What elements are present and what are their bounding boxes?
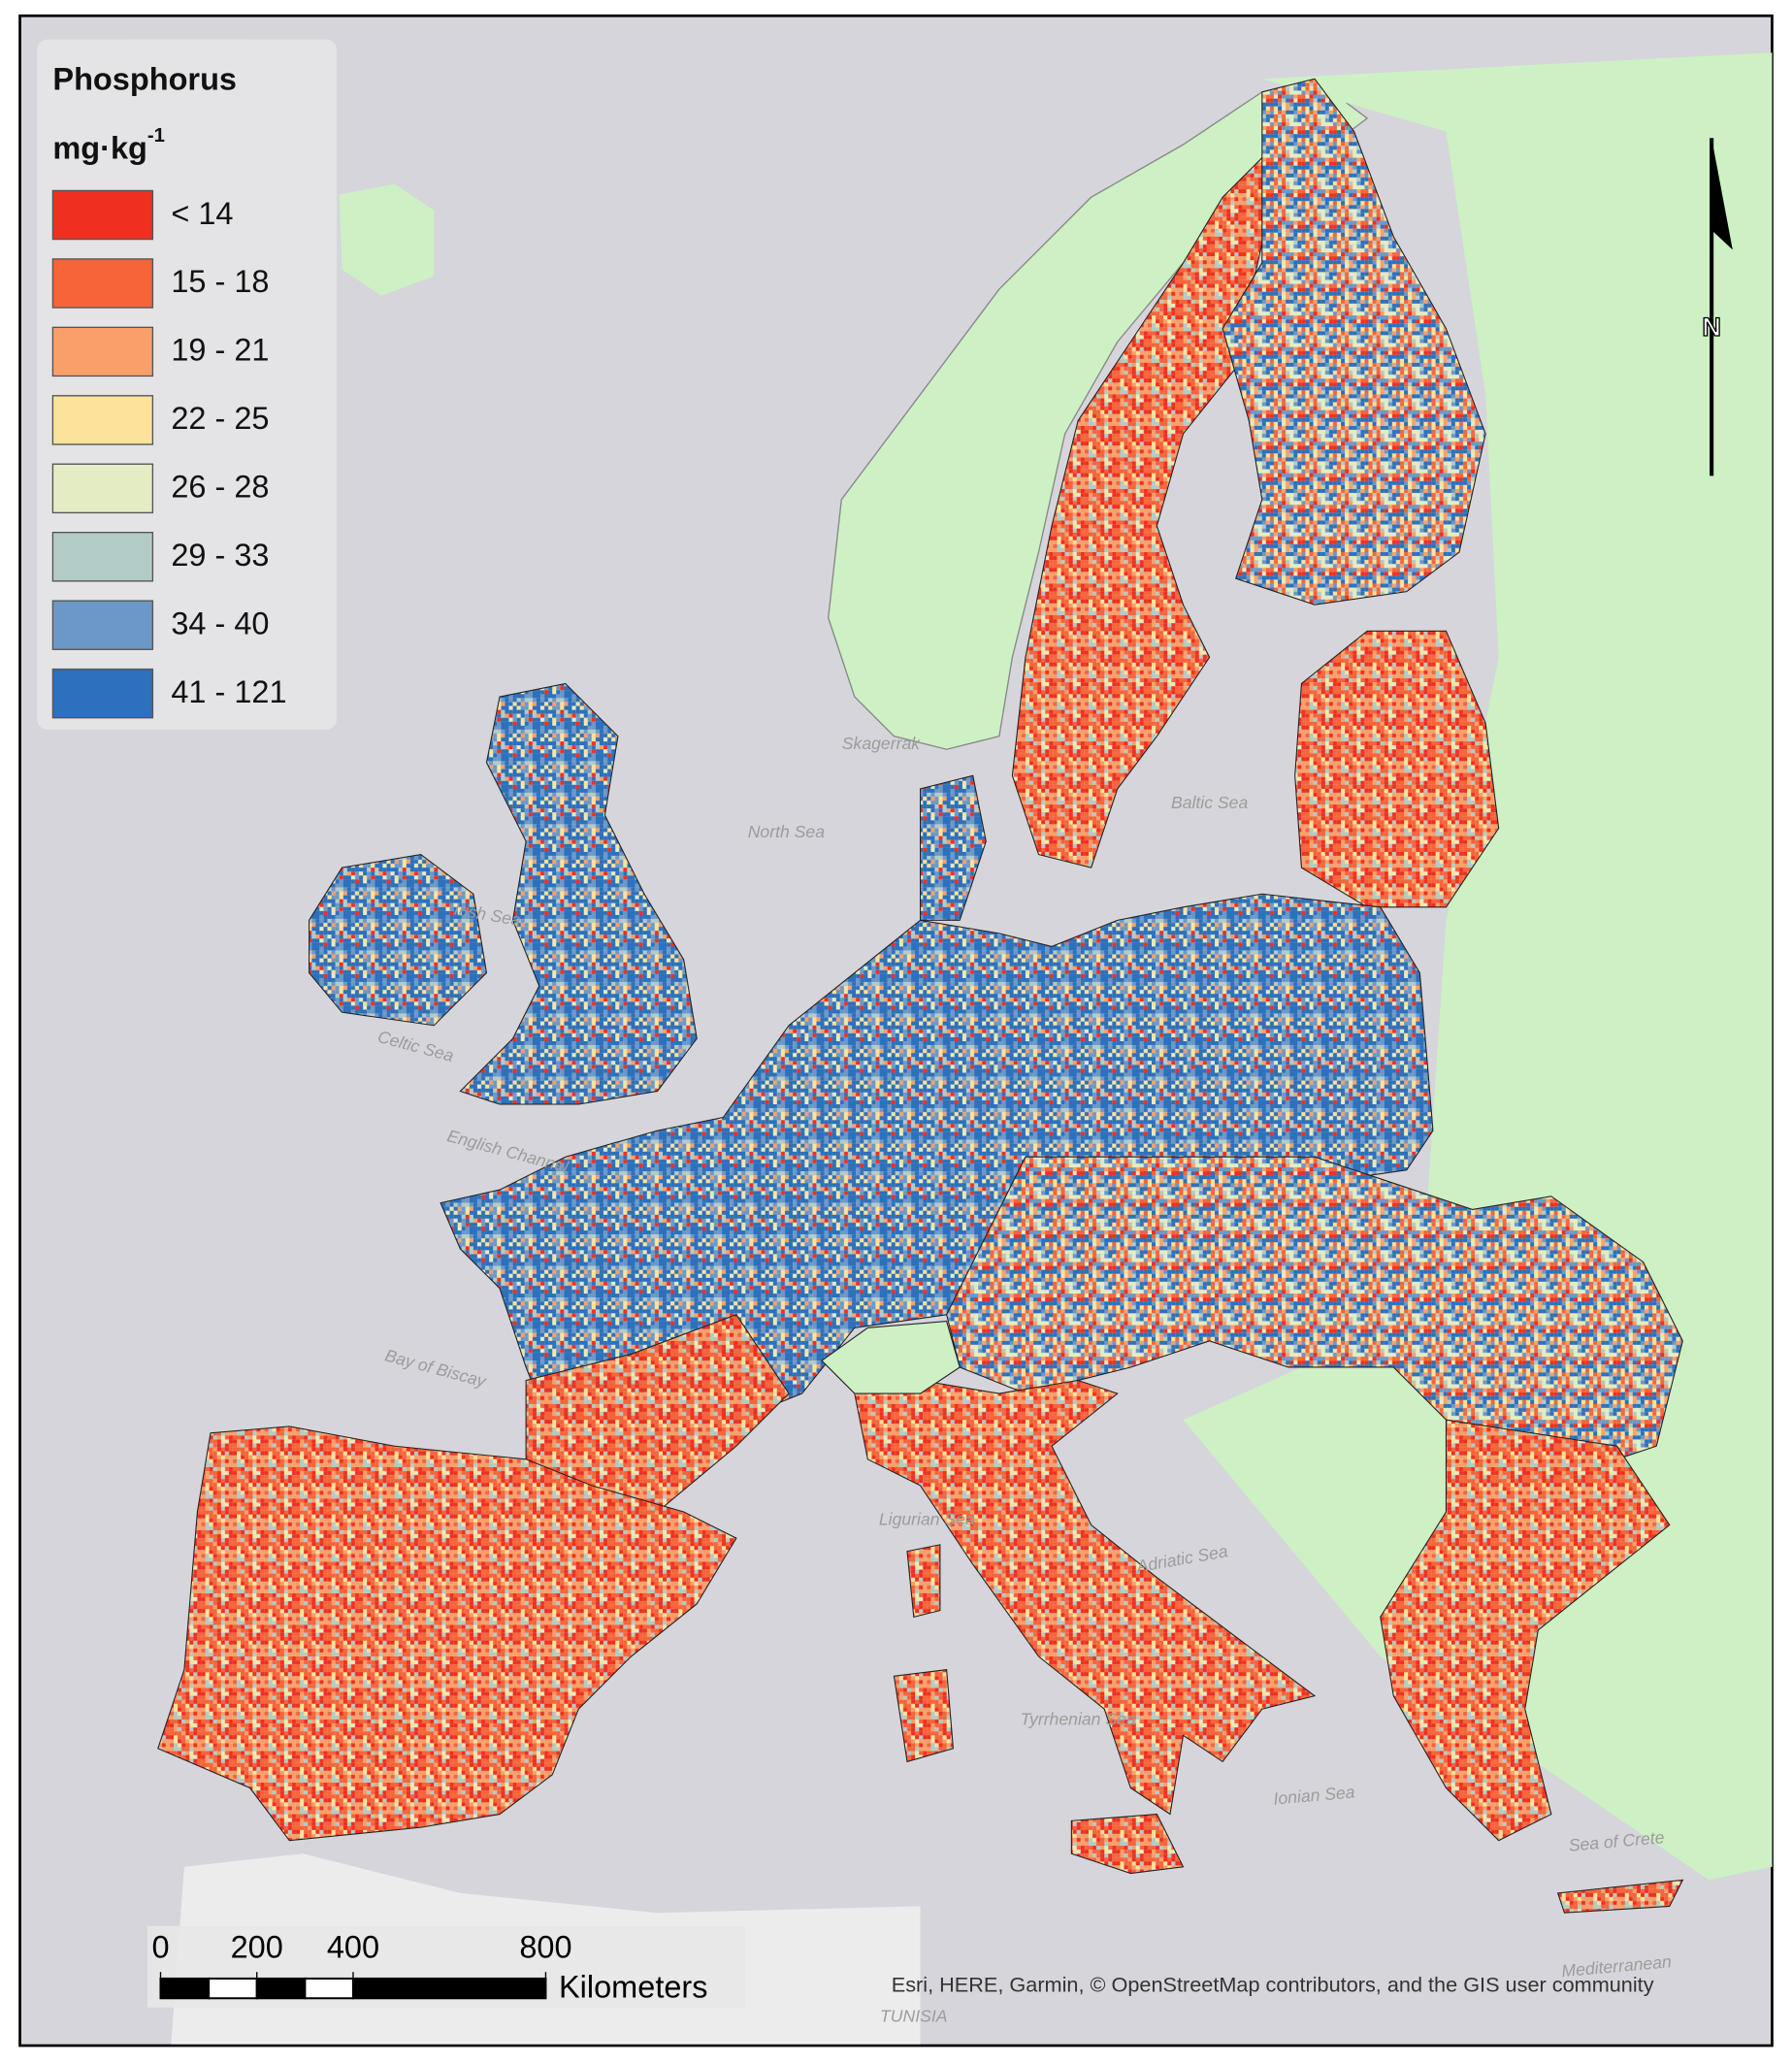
legend-swatch bbox=[51, 668, 154, 719]
finland bbox=[1222, 78, 1486, 606]
legend-label: 26 - 28 bbox=[171, 470, 269, 505]
sea-label: Skagerrak bbox=[842, 734, 921, 753]
baltics bbox=[1294, 630, 1500, 908]
scale-unit: Kilometers bbox=[559, 1969, 708, 2004]
legend-swatch bbox=[51, 326, 154, 377]
legend-label: 41 - 121 bbox=[171, 674, 286, 709]
sicily bbox=[1070, 1814, 1185, 1875]
unit-text: mg·kg bbox=[52, 130, 147, 165]
sea-label: TUNISIA bbox=[880, 2007, 947, 2026]
legend-swatch bbox=[51, 395, 154, 445]
scale-segment bbox=[351, 1977, 547, 2000]
legend-label: 22 - 25 bbox=[171, 401, 269, 436]
switzerland-land bbox=[821, 1320, 961, 1394]
legend-swatch bbox=[51, 532, 154, 582]
ireland bbox=[309, 854, 488, 1027]
sea-label: Baltic Sea bbox=[1171, 793, 1248, 812]
iceland-land bbox=[339, 183, 435, 296]
sea-label: Tyrrhenian Sea bbox=[1021, 1709, 1136, 1728]
denmark bbox=[920, 774, 987, 921]
scale-tick-label: 0 bbox=[151, 1930, 169, 1965]
unit-exponent: -1 bbox=[147, 125, 165, 147]
legend-title: Phosphorus bbox=[52, 62, 237, 97]
scale-segment bbox=[304, 1977, 354, 2000]
corsica bbox=[906, 1544, 941, 1619]
legend-swatch bbox=[51, 600, 154, 650]
italy bbox=[854, 1379, 1317, 1816]
legend-label: 15 - 18 bbox=[171, 264, 269, 299]
scale-segment bbox=[159, 1977, 211, 2000]
attribution-box: Esri, HERE, Garmin, © OpenStreetMap cont… bbox=[891, 1974, 1654, 1997]
legend-swatch bbox=[51, 189, 154, 241]
attribution: Esri, HERE, Garmin, © OpenStreetMap cont… bbox=[891, 1974, 1654, 1997]
greece-bulgaria bbox=[1380, 1419, 1671, 1842]
crete bbox=[1556, 1879, 1684, 1914]
legend-label: < 14 bbox=[171, 196, 233, 231]
iberia bbox=[157, 1425, 737, 1842]
sea-label: Ligurian Sea bbox=[879, 1510, 975, 1529]
legend-label: 29 - 33 bbox=[171, 538, 269, 573]
scale-tick-label: 400 bbox=[327, 1930, 379, 1965]
scale-tick-label: 200 bbox=[231, 1930, 283, 1965]
legend-label: 19 - 21 bbox=[171, 333, 269, 368]
legend-swatch bbox=[51, 463, 154, 514]
great-britain bbox=[459, 682, 698, 1105]
soil-regions bbox=[157, 78, 1684, 1914]
north-label: N bbox=[1702, 311, 1721, 342]
scale-bar: 0 200 400 800 bbox=[151, 1930, 572, 2000]
legend-unit: mg·kg-1 bbox=[52, 125, 165, 165]
north-arrow-head bbox=[1711, 138, 1733, 250]
legend-label: 34 - 40 bbox=[171, 606, 269, 640]
sea-label: North Sea bbox=[748, 822, 825, 841]
scale-tick-label: 800 bbox=[519, 1930, 571, 1965]
scale-segment bbox=[255, 1977, 307, 2000]
scale-segment bbox=[208, 1977, 258, 2000]
legend-items: < 14 15 - 18 19 - 21 22 - 25 26 - 28 29 - 33 3… bbox=[51, 189, 287, 719]
sardinia bbox=[893, 1668, 955, 1763]
legend-swatch bbox=[51, 258, 154, 309]
